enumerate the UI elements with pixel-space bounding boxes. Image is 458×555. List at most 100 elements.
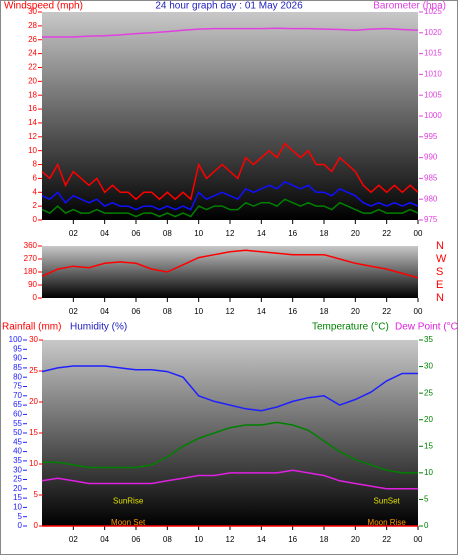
- y-tick-label: 6: [33, 174, 38, 183]
- x-tick-label: 22: [382, 535, 391, 544]
- x-tick-label: 00: [414, 307, 423, 316]
- y-tick-label: 270: [24, 254, 38, 263]
- plot-background: [42, 246, 418, 298]
- temperature-label: Temperature (°C): [312, 322, 389, 333]
- y-tick-label: 0: [18, 521, 23, 530]
- x-tick-label: 00: [414, 229, 423, 238]
- series-line: [41, 469, 418, 490]
- y-tick-label: 4: [33, 187, 38, 196]
- compass-label: W: [436, 253, 447, 265]
- y2-tick-label: 30: [424, 362, 433, 371]
- annotation: Moon Rise: [368, 518, 407, 527]
- x-tick-label: 18: [320, 307, 329, 316]
- y2-tick-label: 0: [424, 521, 429, 530]
- series-line: [41, 249, 419, 279]
- y2-tick-label: 990: [424, 153, 438, 162]
- y-tick-label: 40: [13, 447, 22, 456]
- x-tick-label: 14: [257, 229, 266, 238]
- y-tick-label: 10: [28, 146, 37, 155]
- series-line: [42, 27, 419, 38]
- y2-tick-label: 995: [424, 132, 438, 141]
- x-tick-label: 04: [100, 229, 109, 238]
- y-tick-label: 10: [13, 503, 22, 512]
- y-tick-label: 14: [28, 118, 37, 127]
- y-tick-label: 90: [13, 354, 22, 363]
- y-tick-label: 100: [9, 335, 23, 344]
- y2-tick-label: 1025: [424, 7, 442, 16]
- wind-label: Windspeed (mph): [4, 1, 83, 12]
- y-tick-label: 85: [13, 363, 22, 372]
- annotation: Moon Set: [111, 518, 146, 527]
- compass-label: N: [436, 240, 444, 252]
- x-tick-label: 02: [69, 307, 78, 316]
- y-tick-label: 60: [13, 410, 22, 419]
- y-tick-label: 0: [33, 293, 38, 302]
- y3-tick-label: 20: [29, 397, 38, 406]
- series-line: [41, 181, 419, 211]
- y-tick-label: 50: [13, 428, 22, 437]
- x-tick-label: 20: [351, 535, 360, 544]
- y3-tick-label: 30: [29, 335, 38, 344]
- x-tick-label: 18: [320, 229, 329, 238]
- y-tick-label: 2: [33, 201, 38, 210]
- y2-tick-label: 20: [424, 415, 433, 424]
- y2-tick-label: 25: [424, 388, 433, 397]
- y-tick-label: 55: [13, 419, 22, 428]
- y2-tick-label: 985: [424, 174, 438, 183]
- series-line: [42, 421, 418, 474]
- y-tick-label: 75: [13, 382, 22, 391]
- y3-tick-label: 0: [34, 521, 39, 530]
- y2-tick-label: 15: [424, 441, 433, 450]
- x-tick-label: 08: [163, 535, 172, 544]
- y3-tick-label: 25: [29, 366, 38, 375]
- y2-tick-label: 35: [424, 335, 433, 344]
- y-tick-label: 30: [28, 7, 37, 16]
- plot-background: [42, 340, 418, 526]
- y-tick-label: 180: [24, 267, 38, 276]
- x-tick-label: 10: [194, 307, 203, 316]
- x-tick-label: 12: [226, 535, 235, 544]
- y-tick-label: 95: [13, 344, 22, 353]
- y2-tick-label: 975: [424, 215, 438, 224]
- y-tick-label: 20: [28, 76, 37, 85]
- annotation: SunSet: [374, 496, 401, 505]
- y2-tick-label: 1000: [424, 111, 442, 120]
- x-tick-label: 18: [320, 535, 329, 544]
- x-tick-label: 06: [132, 229, 141, 238]
- y-tick-label: 24: [28, 49, 37, 58]
- y2-tick-label: 10: [424, 468, 433, 477]
- x-tick-label: 20: [351, 307, 360, 316]
- y-tick-label: 20: [13, 484, 22, 493]
- y-tick-label: 18: [28, 90, 37, 99]
- y3-tick-label: 10: [29, 459, 38, 468]
- y2-tick-label: 5: [424, 495, 429, 504]
- x-tick-label: 20: [351, 229, 360, 238]
- x-tick-label: 08: [163, 307, 172, 316]
- y-tick-label: 65: [13, 400, 22, 409]
- y3-tick-label: 15: [29, 428, 38, 437]
- y-tick-label: 16: [28, 104, 37, 113]
- x-tick-label: 14: [257, 535, 266, 544]
- x-tick-label: 00: [414, 535, 423, 544]
- x-tick-label: 12: [226, 229, 235, 238]
- y-tick-label: 15: [13, 493, 22, 502]
- y-tick-label: 12: [28, 132, 37, 141]
- compass-label: E: [436, 279, 443, 291]
- y-tick-label: 22: [28, 63, 37, 72]
- barometer-label: Barometer (hpa): [373, 1, 446, 12]
- dewpoint-label: Dew Point (°C: [395, 322, 458, 333]
- y2-tick-label: 1020: [424, 28, 442, 37]
- compass-label: N: [436, 292, 444, 304]
- x-tick-label: 02: [69, 535, 78, 544]
- x-tick-label: 14: [257, 307, 266, 316]
- y-tick-label: 25: [13, 475, 22, 484]
- x-tick-label: 06: [132, 535, 141, 544]
- y-tick-label: 8: [33, 160, 38, 169]
- x-tick-label: 08: [163, 229, 172, 238]
- x-tick-label: 02: [69, 229, 78, 238]
- rain-label: Rainfall (mm): [2, 322, 61, 333]
- y-tick-label: 90: [28, 280, 37, 289]
- y-tick-label: 35: [13, 456, 22, 465]
- y2-tick-label: 1015: [424, 49, 442, 58]
